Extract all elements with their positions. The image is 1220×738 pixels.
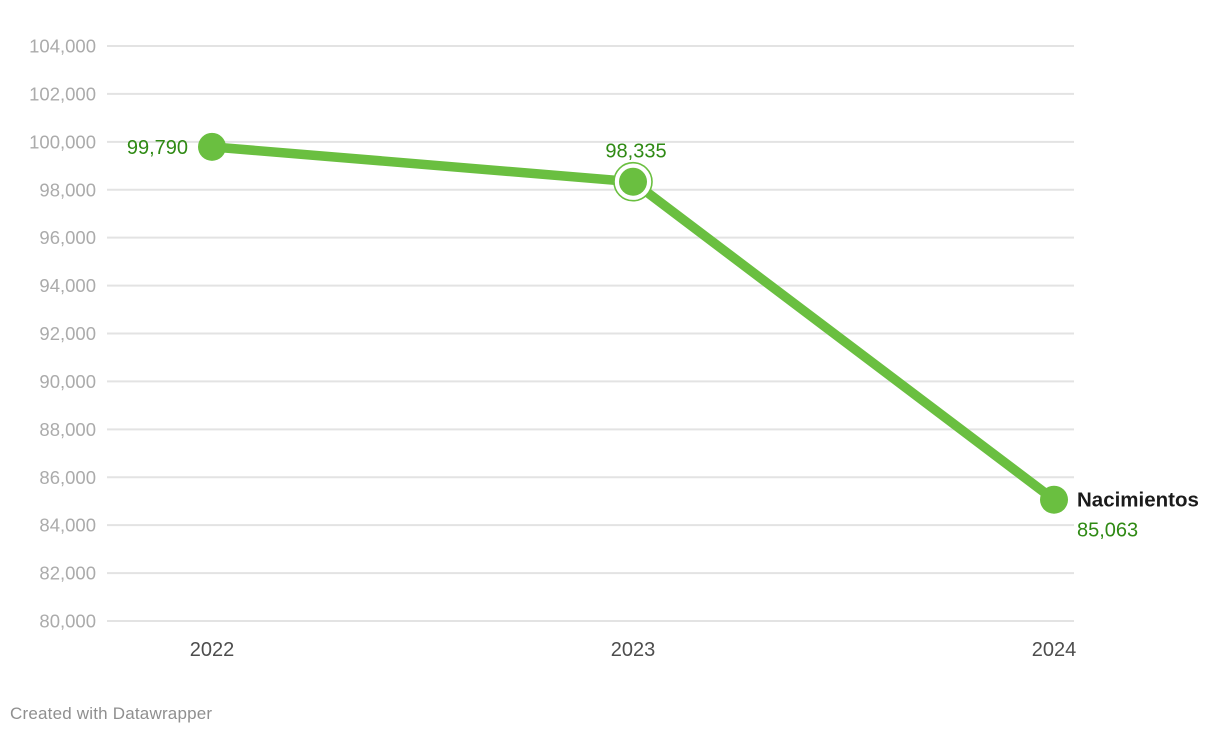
y-tick-label: 96,000 (39, 227, 96, 248)
x-tick-label: 2024 (1032, 639, 1077, 661)
y-tick-label: 102,000 (29, 83, 96, 104)
data-point (1040, 485, 1068, 514)
series-end-label: Nacimientos (1077, 489, 1199, 512)
x-tick-label: 2023 (611, 639, 656, 661)
y-tick-label: 98,000 (39, 179, 96, 200)
datawrapper-credit-link[interactable]: Created with Datawrapper (10, 704, 213, 723)
point-label: 85,063 (1077, 520, 1138, 542)
y-tick-label: 84,000 (39, 515, 96, 536)
y-tick-label: 104,000 (29, 36, 96, 57)
y-tick-label: 80,000 (39, 611, 96, 632)
x-tick-label: 2022 (190, 639, 235, 661)
y-tick-label: 86,000 (39, 467, 96, 488)
data-point (198, 132, 226, 161)
point-label: 98,335 (605, 141, 666, 163)
y-tick-label: 100,000 (29, 131, 96, 152)
data-point (619, 167, 647, 196)
point-label: 99,790 (127, 137, 188, 159)
y-tick-label: 88,000 (39, 419, 96, 440)
y-tick-label: 92,000 (39, 323, 96, 344)
y-tick-label: 94,000 (39, 275, 96, 296)
y-tick-label: 90,000 (39, 371, 96, 392)
y-tick-label: 82,000 (39, 563, 96, 584)
